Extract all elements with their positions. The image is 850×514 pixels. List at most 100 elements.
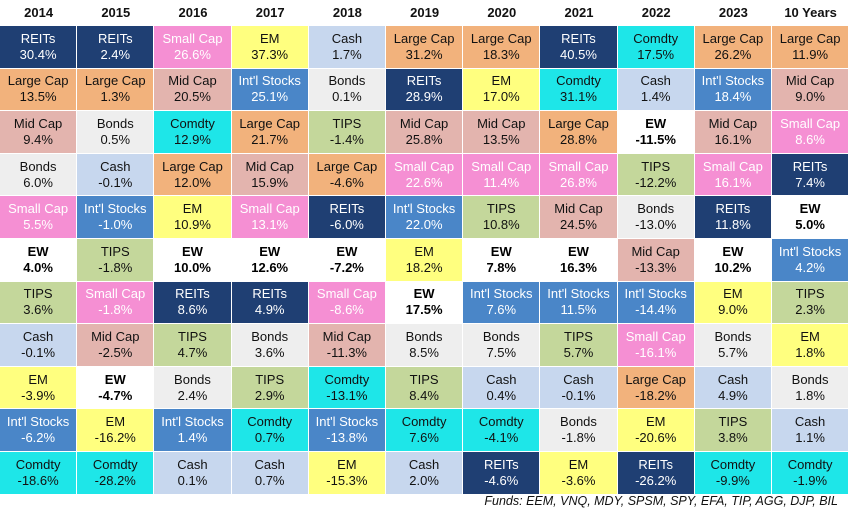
cell-2018-int-l-stocks: Int'l Stocks -13.8% (308, 409, 386, 452)
return-value: -9.9% (715, 472, 750, 488)
asset-name: Comdty (787, 456, 833, 472)
return-value: 4.7% (177, 344, 208, 360)
cell-2019-comdty: Comdty 7.6% (386, 409, 464, 452)
return-value: -1.0% (98, 217, 133, 233)
asset-name: Comdty (556, 73, 601, 89)
cell-10-years-bonds: Bonds 1.8% (772, 366, 850, 410)
return-value: 9.4% (23, 131, 53, 147)
asset-name: Cash (794, 414, 826, 430)
asset-name: Bonds (251, 328, 289, 344)
cell-2015-ew: EW -4.7% (77, 366, 155, 410)
cell-2017-reits: REITs 4.9% (231, 281, 309, 325)
asset-name: Small Cap (780, 115, 841, 131)
asset-name: Mid Cap (91, 328, 140, 344)
column-header-2014: 2014 (24, 5, 54, 20)
asset-name: Mid Cap (322, 328, 372, 344)
column-header-2017: 2017 (255, 5, 285, 20)
asset-name: Int'l Stocks (6, 414, 70, 430)
return-value: -15.3% (326, 472, 368, 488)
cell-2019-small-cap: Small Cap 22.6% (386, 153, 464, 197)
return-value: 10.8% (482, 217, 520, 233)
return-value: 15.9% (251, 174, 289, 190)
asset-name: Comdty (170, 115, 215, 131)
asset-name: EM (259, 30, 280, 46)
cell-2023-bonds: Bonds 5.7% (694, 324, 772, 367)
return-value: 26.8% (560, 174, 597, 190)
cell-2022-tips: TIPS -12.2% (617, 153, 695, 197)
cell-2021-reits: REITs 40.5% (540, 26, 618, 69)
asset-name: Large Cap (84, 73, 146, 89)
cell-2023-int-l-stocks: Int'l Stocks 18.4% (694, 68, 772, 112)
asset-name: Mid Cap (245, 158, 294, 174)
cell-2020-small-cap: Small Cap 11.4% (463, 153, 541, 197)
cell-2016-mid-cap: Mid Cap 20.5% (154, 68, 232, 112)
asset-name: Int'l Stocks (392, 201, 456, 217)
asset-name: EM (645, 414, 666, 430)
return-value: 9.0% (795, 89, 825, 105)
cell-2014-ew: EW 4.0% (0, 239, 78, 282)
return-value: 21.7% (251, 131, 289, 147)
asset-name: EM (414, 243, 434, 259)
asset-name: Mid Cap (785, 73, 835, 89)
return-value: -18.2% (635, 387, 677, 403)
return-value: 11.4% (483, 174, 520, 190)
cell-2019-em: EM 18.2% (386, 239, 464, 282)
asset-name: Small Cap (239, 201, 300, 217)
asset-name: REITs (792, 158, 828, 174)
cell-2015-bonds: Bonds 0.5% (77, 111, 155, 154)
asset-name: Bonds (482, 328, 520, 344)
asset-name: REITs (561, 30, 596, 46)
asset-name: TIPS (564, 328, 593, 344)
return-value: 18.3% (482, 46, 520, 62)
return-value: 40.5% (560, 46, 597, 62)
return-value: 18.2% (405, 259, 443, 275)
asset-name: Large Cap (548, 115, 609, 131)
cell-2014-small-cap: Small Cap 5.5% (0, 196, 78, 239)
return-value: -2.5% (98, 344, 133, 360)
cell-2020-ew: EW 7.8% (463, 239, 541, 282)
cell-2017-comdty: Comdty 0.7% (231, 409, 309, 452)
cell-2022-bonds: Bonds -13.0% (617, 196, 695, 239)
return-value: -14.4% (635, 302, 677, 318)
asset-name: Small Cap (548, 158, 609, 174)
asset-name: Mid Cap (708, 115, 758, 131)
cell-10-years-mid-cap: Mid Cap 9.0% (772, 68, 850, 112)
cell-2017-bonds: Bonds 3.6% (231, 324, 309, 367)
asset-name: TIPS (100, 243, 130, 259)
cell-2017-large-cap: Large Cap 21.7% (231, 111, 309, 154)
asset-name: Int'l Stocks (161, 414, 224, 430)
cell-2020-int-l-stocks: Int'l Stocks 7.6% (463, 281, 541, 325)
cell-2014-tips: TIPS 3.6% (0, 281, 78, 325)
asset-name: EW (182, 243, 203, 259)
return-value: 8.4% (409, 387, 439, 403)
cell-2023-ew: EW 10.2% (694, 239, 772, 282)
return-value: 0.5% (100, 131, 131, 147)
asset-name: Cash (640, 73, 671, 89)
return-value: 7.4% (795, 174, 825, 190)
cell-2014-comdty: Comdty -18.6% (0, 452, 78, 495)
asset-name: Small Cap (702, 158, 763, 174)
asset-name: Cash (177, 456, 208, 472)
cell-2019-ew: EW 17.5% (386, 281, 464, 325)
return-value: -3.9% (21, 387, 56, 403)
return-value: -1.8% (561, 430, 596, 446)
asset-name: TIPS (23, 286, 53, 302)
cell-10-years-small-cap: Small Cap 8.6% (772, 111, 850, 154)
cell-2018-small-cap: Small Cap -8.6% (308, 281, 386, 325)
return-value: -6.2% (21, 430, 56, 446)
asset-name: TIPS (718, 414, 748, 430)
return-value: 12.0% (174, 174, 211, 190)
cell-2022-mid-cap: Mid Cap -13.3% (617, 239, 695, 282)
asset-name: Large Cap (393, 30, 455, 46)
asset-name: Small Cap (394, 158, 455, 174)
return-value: 4.0% (23, 259, 53, 275)
return-value: 2.3% (795, 302, 825, 318)
asset-name: Mid Cap (477, 115, 526, 131)
asset-name: Int'l Stocks (778, 243, 842, 259)
return-value: 2.4% (100, 46, 131, 62)
return-value: 1.4% (177, 430, 208, 446)
cell-2021-int-l-stocks: Int'l Stocks 11.5% (540, 281, 618, 325)
cell-2018-large-cap: Large Cap -4.6% (308, 153, 386, 197)
return-value: 11.8% (714, 217, 751, 233)
asset-name: EM (182, 201, 203, 217)
